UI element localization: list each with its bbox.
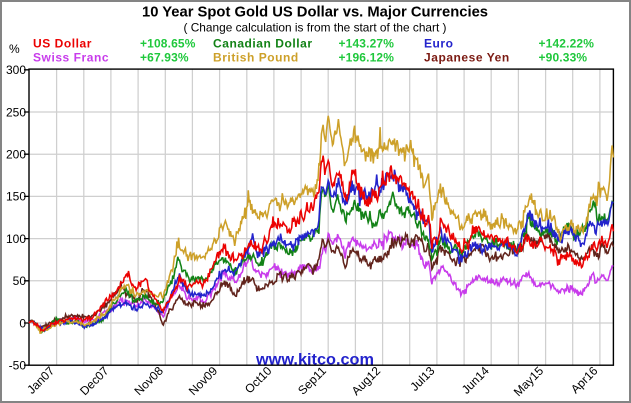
svg-text:0: 0 bbox=[19, 316, 26, 330]
svg-text:+108.65%: +108.65% bbox=[140, 36, 196, 50]
svg-text:+143.27%: +143.27% bbox=[339, 36, 395, 50]
svg-text:US Dollar: US Dollar bbox=[33, 36, 92, 50]
svg-text:200: 200 bbox=[6, 148, 26, 162]
svg-text:+196.12%: +196.12% bbox=[339, 50, 395, 64]
svg-text:+142.22%: +142.22% bbox=[539, 36, 595, 50]
svg-text:50: 50 bbox=[13, 274, 27, 288]
svg-text:250: 250 bbox=[6, 105, 26, 119]
svg-text:300: 300 bbox=[6, 63, 26, 77]
svg-text:Swiss Franc: Swiss Franc bbox=[33, 50, 109, 64]
svg-text:Euro: Euro bbox=[424, 36, 454, 50]
svg-text:+67.93%: +67.93% bbox=[140, 50, 189, 64]
svg-text:%: % bbox=[9, 42, 20, 56]
svg-text:( Change calculation is from t: ( Change calculation is from the start o… bbox=[184, 21, 447, 35]
svg-text:150: 150 bbox=[6, 190, 26, 204]
svg-text:10 Year Spot Gold US Dollar vs: 10 Year Spot Gold US Dollar vs. Major Cu… bbox=[142, 4, 488, 21]
svg-text:100: 100 bbox=[6, 232, 26, 246]
svg-text:Canadian Dollar: Canadian Dollar bbox=[213, 36, 313, 50]
svg-text:Japanese Yen: Japanese Yen bbox=[424, 50, 510, 64]
svg-text:www.kitco.com: www.kitco.com bbox=[255, 352, 374, 369]
svg-text:-50: -50 bbox=[9, 359, 27, 373]
svg-text:British Pound: British Pound bbox=[213, 50, 299, 64]
svg-text:+90.33%: +90.33% bbox=[539, 50, 588, 64]
